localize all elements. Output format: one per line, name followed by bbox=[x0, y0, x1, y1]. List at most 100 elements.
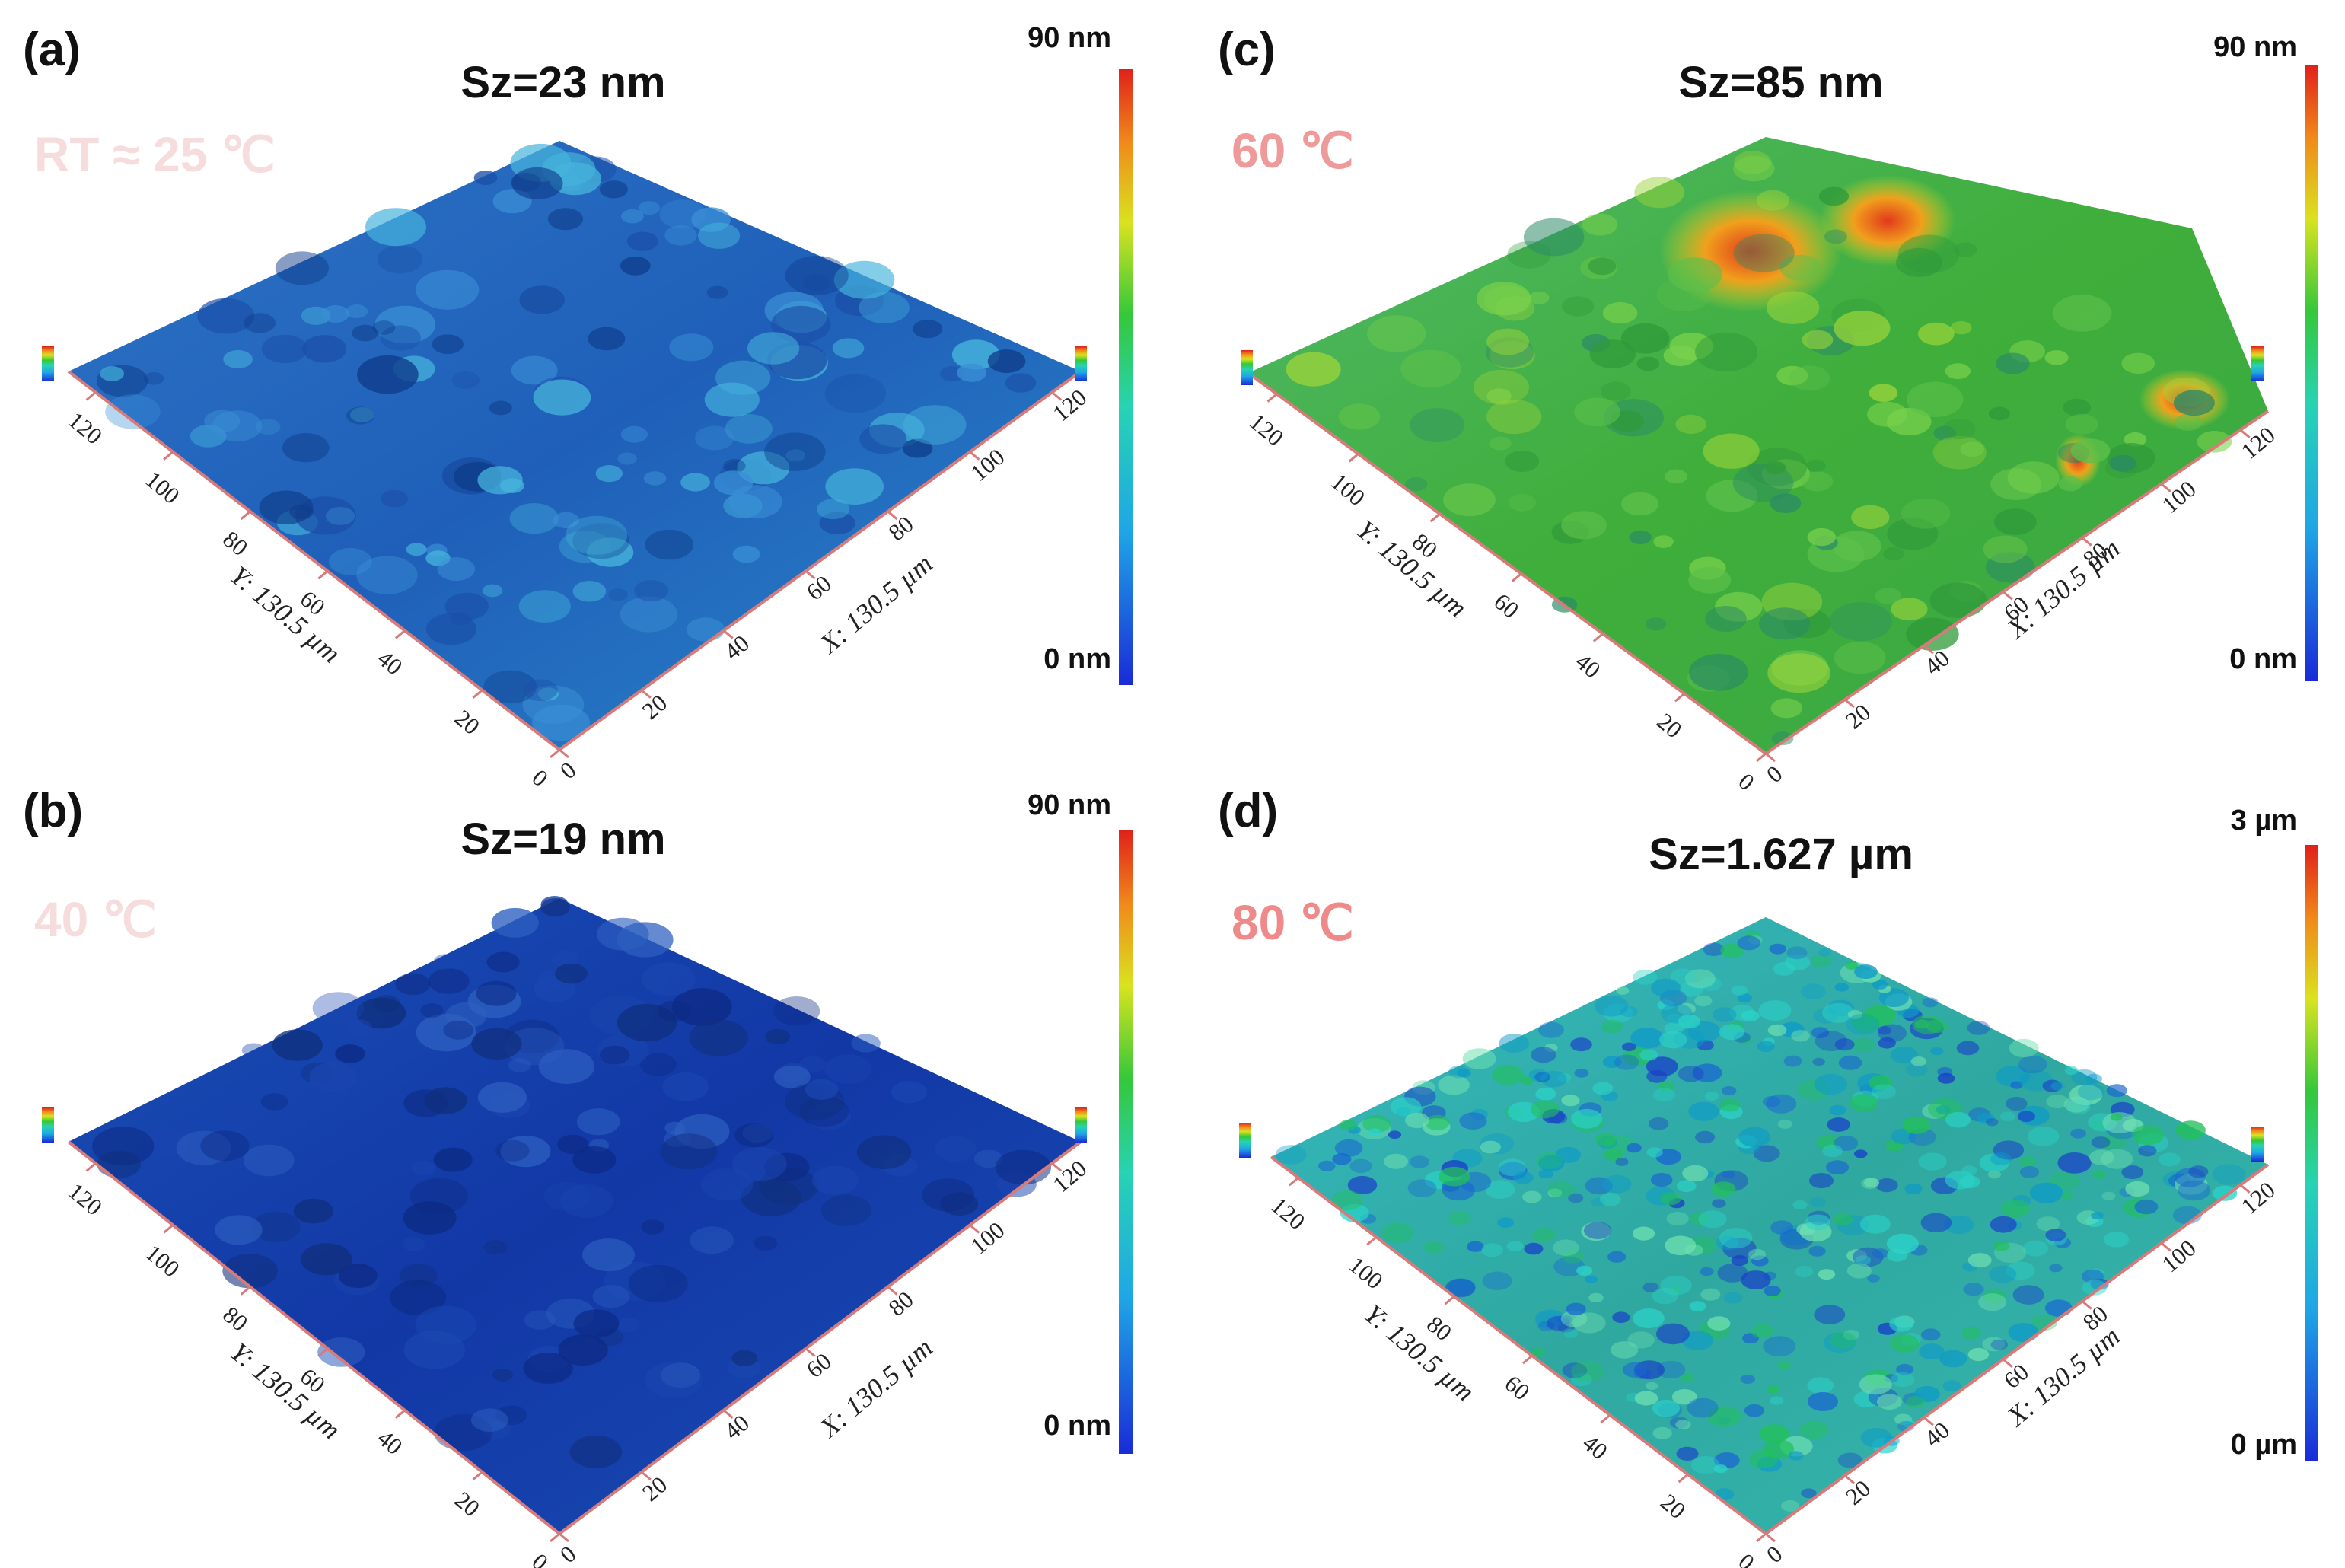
surface-grain bbox=[1535, 1087, 1556, 1101]
surface-grain bbox=[811, 1165, 859, 1195]
x-axis-label: X: 130.5 µm bbox=[813, 548, 938, 660]
surface-grain bbox=[913, 319, 943, 339]
surface-grain bbox=[1627, 1331, 1655, 1349]
surface-grain bbox=[409, 1178, 468, 1215]
surface-grain bbox=[1792, 1200, 1808, 1210]
surface-grain bbox=[1645, 617, 1667, 631]
x-axis-line bbox=[558, 1140, 1082, 1535]
surface-grain bbox=[2019, 1166, 2039, 1178]
surface-grain bbox=[222, 1254, 278, 1289]
surface-grain bbox=[1626, 1143, 1642, 1153]
surface-grain bbox=[1891, 598, 1928, 621]
x-tick-label: 20 bbox=[1840, 699, 1875, 735]
surface-grain bbox=[1993, 1241, 2010, 1251]
surface-grain bbox=[1462, 1048, 1496, 1069]
surface-grain bbox=[1983, 1289, 2007, 1304]
surface-grain bbox=[356, 997, 406, 1029]
surface-grain bbox=[1905, 1063, 1928, 1077]
surface-grain bbox=[1560, 1310, 1588, 1327]
surface-grain bbox=[1741, 1010, 1760, 1022]
surface-grain bbox=[2010, 1081, 2023, 1089]
surface-grain bbox=[1492, 1065, 1524, 1085]
surface-grain bbox=[1895, 247, 1943, 277]
x-tick-mark bbox=[2239, 1184, 2251, 1194]
surface-grain bbox=[356, 556, 418, 594]
surface-grain bbox=[260, 1093, 288, 1111]
surface-grain bbox=[1706, 480, 1758, 512]
surface-grain bbox=[1867, 1274, 1880, 1283]
surface-grain bbox=[1620, 323, 1670, 354]
surface-grain bbox=[572, 1146, 617, 1174]
x-tick-label: 20 bbox=[637, 1471, 672, 1507]
surface-grain bbox=[1872, 1248, 1889, 1259]
surface-grain bbox=[1845, 961, 1859, 970]
surface-grain bbox=[1906, 617, 1959, 651]
surface-grain bbox=[1751, 1324, 1774, 1339]
surface-grain bbox=[223, 349, 253, 369]
surface-grain bbox=[2069, 1084, 2103, 1106]
surface-grain bbox=[1331, 1190, 1363, 1211]
surface-grain bbox=[1636, 356, 1660, 371]
surface-grain bbox=[1920, 1213, 1952, 1233]
x-tick-mark bbox=[2081, 1300, 2092, 1310]
y-tick-label: 80 bbox=[218, 1301, 253, 1337]
surface-grain bbox=[1334, 1139, 1363, 1157]
surface-grain bbox=[2044, 350, 2069, 365]
surface-grain bbox=[1953, 242, 1977, 257]
surface-grain bbox=[1729, 1005, 1755, 1021]
surface-grain bbox=[483, 670, 537, 704]
surface-grain bbox=[346, 406, 375, 425]
surface-grain bbox=[771, 305, 831, 343]
surface-grain bbox=[1731, 985, 1748, 996]
surface-grain bbox=[105, 394, 161, 429]
sz-value: Sz=23 nm bbox=[460, 58, 665, 107]
y-tick-mark bbox=[1600, 1413, 1611, 1424]
surface-grain bbox=[1777, 1360, 1791, 1369]
panel-c-svg: (c) Sz=85 nm 60 ℃ 90 nm 0 nm 02040608010… bbox=[1218, 24, 2318, 795]
surface-grain bbox=[1922, 997, 1939, 1008]
y-tick-mark bbox=[1444, 1296, 1455, 1305]
surface-grain bbox=[2101, 1149, 2133, 1169]
surface-grain bbox=[1633, 969, 1658, 985]
surface-grain bbox=[2057, 1152, 2092, 1174]
surface-grain bbox=[524, 1310, 556, 1330]
surface-grain bbox=[674, 1114, 730, 1149]
surface-grain bbox=[1788, 1451, 1804, 1461]
x-tick-label: 60 bbox=[801, 570, 836, 606]
surface-grain bbox=[2173, 390, 2215, 416]
surface-grain bbox=[572, 523, 629, 559]
surface-grain bbox=[1670, 968, 1697, 985]
surface-grain bbox=[1583, 1222, 1612, 1239]
surface-grain bbox=[1869, 1075, 1892, 1091]
surface-grain bbox=[1872, 1084, 1896, 1100]
surface-grain bbox=[807, 1102, 852, 1130]
surface-grain bbox=[1616, 986, 1630, 995]
surface-grain bbox=[1700, 1267, 1714, 1276]
surface-grain bbox=[1963, 1283, 1984, 1296]
x-tick-mark bbox=[805, 570, 816, 580]
surface-grain bbox=[1665, 1235, 1697, 1256]
surface-grain bbox=[1942, 419, 1976, 440]
surface-grain bbox=[1753, 1145, 1780, 1162]
surface-grain bbox=[1384, 1153, 1408, 1169]
surface-grain bbox=[1737, 935, 1760, 951]
surface-grain bbox=[346, 1018, 372, 1036]
surface-grain bbox=[832, 338, 865, 359]
x-tick-label: 0 bbox=[555, 1541, 581, 1568]
surface-grain bbox=[1809, 1173, 1834, 1188]
surface-grain bbox=[511, 355, 558, 385]
y-tick-label: 20 bbox=[1652, 708, 1687, 744]
surface-area bbox=[69, 141, 1081, 750]
x-tick-label: 20 bbox=[1840, 1474, 1875, 1510]
surface-grain bbox=[1801, 1488, 1817, 1499]
surface-grain bbox=[1481, 1243, 1503, 1257]
surface-grain bbox=[2036, 1216, 2060, 1232]
surface-grain bbox=[428, 968, 470, 994]
surface-grain bbox=[690, 1226, 734, 1254]
surface-grain bbox=[645, 529, 693, 560]
panel-d: (d) Sz=1.627 µm 80 ℃ 3 µm 0 µm 0 20 40 60 80… bbox=[1172, 784, 2345, 1568]
surface-grain bbox=[1497, 1217, 1515, 1228]
surface-grain bbox=[2125, 1181, 2150, 1197]
surface-grain bbox=[597, 917, 649, 951]
